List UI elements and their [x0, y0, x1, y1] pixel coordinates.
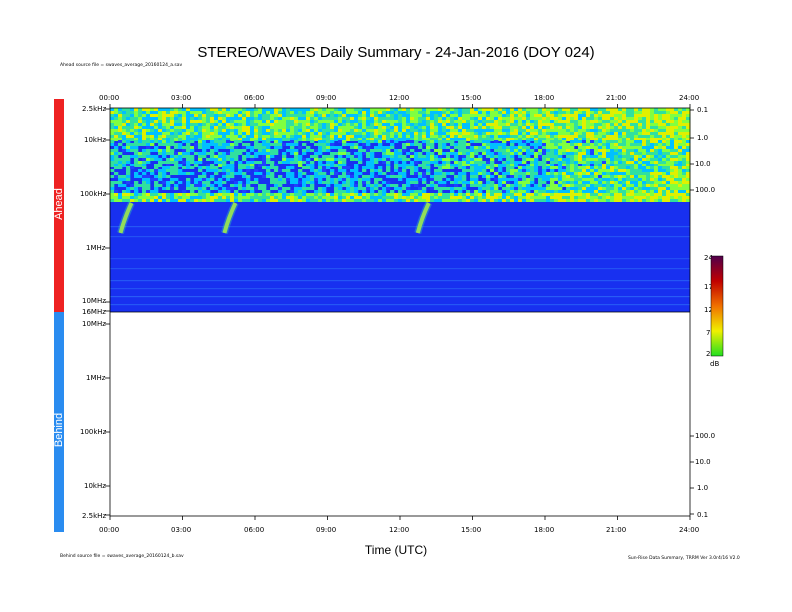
behind-ytick-0: 10MHz	[82, 320, 106, 328]
behind-rtick-0: 100.0	[695, 432, 716, 440]
behind-ytick-2: 100kHz	[80, 428, 107, 436]
spectrogram-band-1	[110, 140, 691, 167]
x-tick-top-0: 00:00	[99, 94, 120, 102]
behind-plot-area	[110, 312, 690, 516]
ahead-ytick-5: 16MHz	[82, 308, 106, 316]
ahead-rtick-3: 100.0	[695, 186, 716, 194]
behind-rtick-1: 10.0	[695, 458, 711, 466]
solar-burst-halo-2	[414, 201, 432, 234]
behind-ytick-4: 2.5kHz	[82, 512, 107, 520]
ahead-rtick-2: 10.0	[695, 160, 711, 168]
behind-ytick-3: 10kHz	[84, 482, 106, 490]
colorbar	[710, 255, 724, 357]
colorbar-tick-2: 12	[704, 306, 713, 314]
spectrogram-band-2	[110, 166, 691, 193]
colorbar-unit: dB	[710, 360, 720, 368]
ahead-ytick-0: 2.5kHz	[82, 105, 107, 113]
ahead-rtick-0: 0.1	[697, 106, 709, 114]
solar-burst-1	[222, 202, 238, 234]
ahead-ytick-2: 100kHz	[80, 190, 107, 198]
solar-burst-halo-1	[221, 201, 239, 234]
x-tick-top-7: 21:00	[606, 94, 627, 102]
ahead-ytick-1: 10kHz	[84, 136, 106, 144]
behind-bar	[54, 312, 64, 532]
spectrogram-streaks	[110, 226, 690, 306]
colorbar-tick-0: 24	[704, 254, 713, 262]
x-tick-bottom-5: 15:00	[461, 526, 482, 534]
x-axis-label: Time (UTC)	[364, 543, 428, 557]
ahead-source-note: Ahead source file = swaves_average_20160…	[60, 63, 183, 68]
axes	[105, 104, 694, 520]
x-tick-bottom-0: 00:00	[99, 526, 120, 534]
x-tick-bottom-3: 09:00	[316, 526, 337, 534]
x-tick-top-5: 15:00	[461, 94, 482, 102]
colorbar-tick-3: 7	[706, 329, 711, 337]
x-tick-bottom-2: 06:00	[244, 526, 265, 534]
footer-note: Sun-Rise Data Summary, TRRM Ver 3.0r4/16…	[628, 556, 740, 561]
ahead-rtick-1: 1.0	[697, 134, 709, 142]
behind-rtick-2: 1.0	[697, 484, 709, 492]
behind-rtick-3: 0.1	[697, 511, 709, 519]
colorbar-tick-4: 2	[706, 350, 711, 358]
x-tick-bottom-6: 18:00	[534, 526, 555, 534]
solar-burst-2	[415, 202, 431, 234]
ahead-bar	[54, 99, 64, 312]
x-tick-bottom-8: 24:00	[679, 526, 700, 534]
x-tick-top-8: 24:00	[679, 94, 700, 102]
ahead-ytick-3: 1MHz	[86, 244, 106, 252]
x-tick-top-2: 06:00	[244, 94, 265, 102]
behind-ytick-1: 1MHz	[86, 374, 106, 382]
colorbar-tick-1: 17	[704, 283, 713, 291]
solar-burst-group	[117, 201, 432, 234]
behind-source-note: Behind source file = swaves_average_2016…	[60, 554, 184, 559]
x-tick-top-4: 12:00	[389, 94, 410, 102]
solar-burst-0	[118, 202, 134, 234]
ahead-ytick-4: 10MHz	[82, 297, 106, 305]
x-tick-bottom-1: 03:00	[171, 526, 192, 534]
x-tick-top-1: 03:00	[171, 94, 192, 102]
solar-burst-halo-0	[117, 201, 135, 234]
x-tick-top-6: 18:00	[534, 94, 555, 102]
x-tick-top-3: 09:00	[316, 94, 337, 102]
x-tick-bottom-4: 12:00	[389, 526, 410, 534]
chart-title: STEREO/WAVES Daily Summary - 24-Jan-2016…	[197, 44, 595, 61]
ahead-spectrogram	[110, 108, 691, 312]
spectrogram-band-0	[110, 108, 691, 141]
spectrogram-band-3	[110, 193, 691, 202]
x-tick-bottom-7: 21:00	[606, 526, 627, 534]
